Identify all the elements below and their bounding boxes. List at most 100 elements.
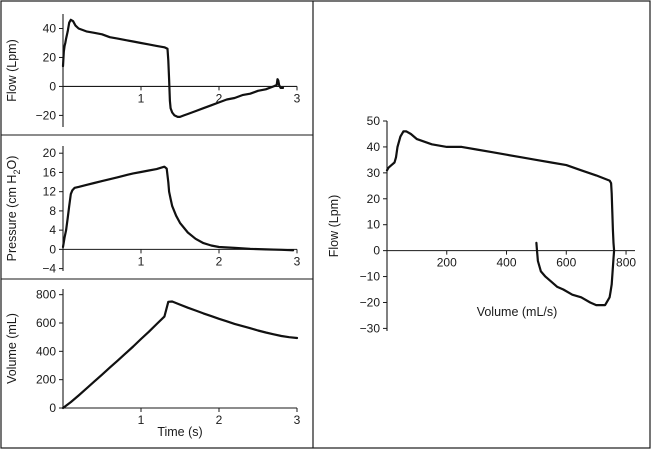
data-point [296, 337, 298, 339]
data-point [202, 312, 204, 314]
y-tick-label: 4 [49, 223, 56, 237]
data-point [595, 174, 597, 176]
data-point [195, 309, 197, 312]
data-point [288, 336, 290, 338]
y-tick-label: 10 [367, 218, 381, 232]
x-tick-label: 600 [556, 256, 576, 270]
data-point [611, 211, 613, 213]
data-point [562, 288, 564, 291]
data-point [78, 186, 80, 188]
data-point [64, 42, 66, 44]
data-point [167, 301, 169, 303]
data-point [612, 242, 615, 244]
x-tick-label: 2 [216, 91, 223, 105]
data-point [280, 249, 282, 251]
data-point [195, 238, 197, 240]
data-point [550, 161, 552, 164]
data-point [610, 182, 612, 184]
data-point [273, 85, 275, 87]
data-point [505, 154, 508, 156]
data-point [101, 180, 103, 182]
y-tick-label: 30 [367, 166, 381, 180]
flow-volume-chart: −30 −20 −10 0 10 20 30 40 50 200 400 600 800 Flow (Lp… [327, 114, 636, 335]
y-tick-label: 0 [373, 244, 380, 258]
y-axis-title: Flow (Lpm) [327, 195, 341, 258]
data-point [175, 215, 177, 217]
data-point [257, 329, 259, 332]
x-tick-label: 2 [216, 254, 223, 268]
data-point [156, 168, 158, 170]
y-axis-title-part: Pressure (cm H [5, 175, 19, 262]
data-point [550, 281, 552, 283]
data-point [395, 156, 397, 158]
data-point [265, 248, 267, 250]
data-point [171, 300, 173, 303]
data-point [234, 323, 236, 325]
data-point [62, 246, 64, 248]
data-point [393, 161, 396, 164]
data-point [535, 242, 538, 244]
data-point [387, 167, 390, 169]
series-line-pressure [61, 165, 295, 252]
data-point [170, 198, 172, 200]
data-point [276, 84, 278, 86]
data-point [402, 130, 404, 132]
data-point [168, 78, 170, 80]
y-axis-title: Volume (mL) [5, 313, 19, 384]
data-point [168, 191, 170, 193]
y-tick-label: 20 [43, 50, 57, 64]
data-point [183, 114, 185, 116]
x-axis-title: Volume (mL/s) [477, 305, 558, 319]
data-point [171, 205, 173, 207]
x-tick-label: 200 [437, 256, 457, 270]
data-point [140, 171, 142, 173]
data-point [234, 97, 236, 99]
data-point [265, 88, 267, 90]
data-point [265, 331, 267, 334]
data-point [109, 178, 111, 180]
y-tick-label: 40 [43, 21, 57, 35]
data-point [132, 40, 134, 43]
data-point [537, 260, 539, 262]
data-point [62, 407, 64, 409]
data-point [170, 107, 172, 109]
data-point [85, 30, 87, 32]
x-tick-label: 1 [138, 413, 145, 427]
data-point [202, 107, 204, 109]
data-point [234, 247, 236, 249]
data-point [117, 38, 119, 40]
y-tick-label: 0 [49, 79, 56, 93]
y-tick-label: 12 [43, 185, 57, 199]
data-point [571, 294, 573, 296]
y-tick-label: −4 [42, 262, 56, 276]
data-point [609, 296, 611, 298]
data-point [93, 381, 95, 383]
data-point [218, 318, 220, 320]
y-tick-label: 0 [49, 242, 56, 256]
data-point [476, 148, 478, 151]
data-point [163, 316, 165, 318]
data-point [580, 296, 582, 298]
data-point [210, 104, 212, 106]
y-tick-label: 20 [367, 192, 381, 206]
data-point [63, 51, 65, 53]
data-point [74, 25, 77, 27]
data-point [257, 90, 259, 92]
data-point [70, 19, 72, 21]
data-point [101, 33, 103, 35]
data-point [148, 43, 150, 46]
data-point [544, 276, 547, 278]
data-point [461, 146, 463, 148]
y-tick-label: 8 [49, 204, 56, 218]
x-tick-label: 1 [138, 91, 145, 105]
y-tick-label: −20 [360, 295, 381, 309]
data-point [166, 48, 169, 50]
data-point [179, 304, 181, 306]
data-point [595, 304, 597, 306]
data-point [71, 189, 73, 191]
data-point [278, 84, 280, 86]
data-point [241, 325, 243, 327]
data-point [163, 166, 165, 168]
data-point [72, 20, 74, 22]
data-point [520, 156, 523, 158]
